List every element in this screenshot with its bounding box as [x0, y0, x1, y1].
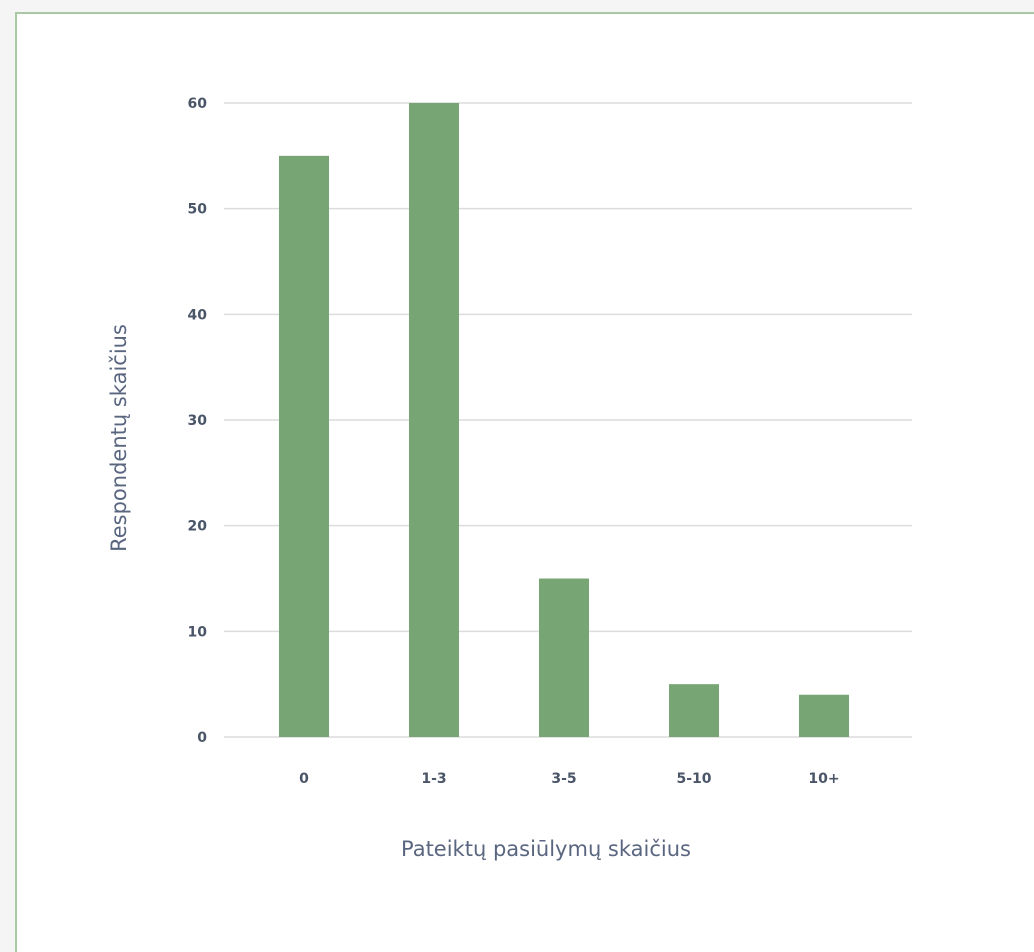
bar [409, 103, 459, 737]
y-axis-title: Respondentų skaičius [107, 324, 131, 552]
y-tick-label: 30 [188, 413, 208, 429]
chart-card [15, 12, 1034, 952]
bar [279, 155, 329, 738]
bars [279, 103, 849, 738]
bar [539, 578, 589, 737]
bar [669, 684, 719, 737]
x-tick-labels: 0 1-3 3-5 5-10 10+ [299, 771, 839, 787]
x-tick-label: 1-3 [421, 771, 446, 787]
x-axis-title: Pateiktų pasiūlymų skaičius [401, 837, 691, 861]
y-tick-label: 20 [188, 519, 208, 535]
y-tick-label: 10 [188, 624, 208, 640]
bar-chart: 0 10 20 30 40 50 60 0 1-3 3-5 5-10 10+ Respondentų… [107, 96, 912, 861]
x-tick-label: 0 [299, 771, 309, 787]
bar [799, 694, 849, 737]
x-tick-label: 5-10 [676, 771, 711, 787]
y-tick-label: 50 [188, 202, 208, 218]
x-tick-label: 3-5 [551, 771, 576, 787]
x-tick-label: 10+ [808, 771, 839, 787]
y-tick-label: 0 [197, 730, 207, 746]
y-tick-labels: 0 10 20 30 40 50 60 [188, 96, 208, 746]
y-tick-label: 60 [188, 96, 208, 112]
y-tick-label: 40 [188, 307, 208, 323]
